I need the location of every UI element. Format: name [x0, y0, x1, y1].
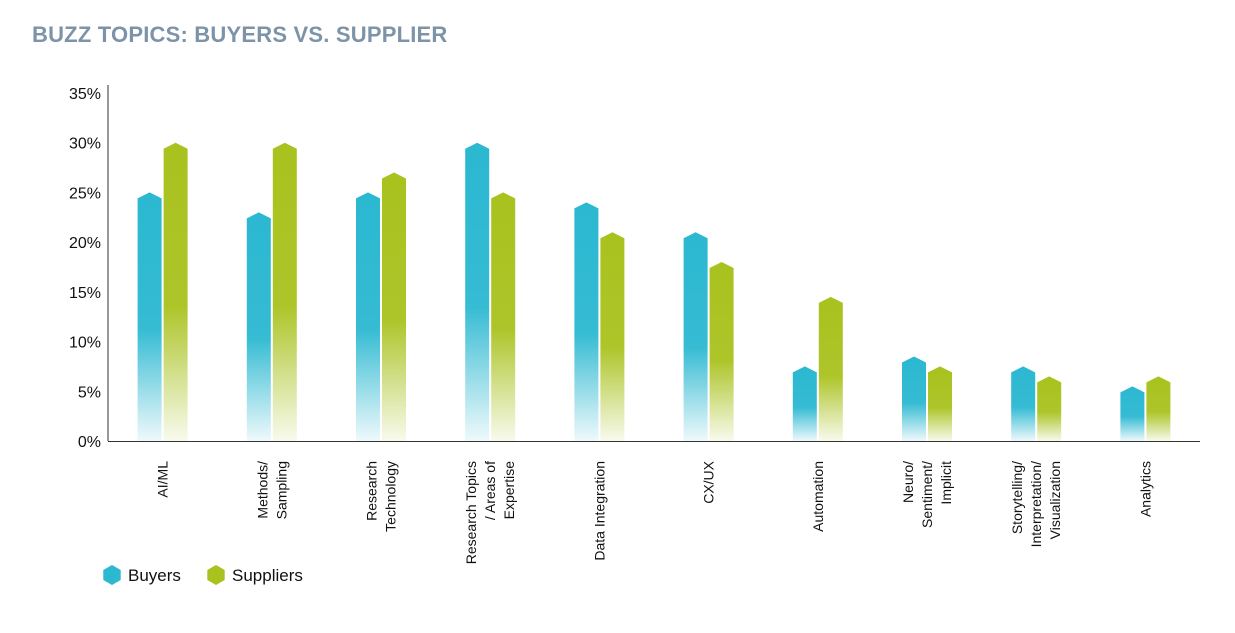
bar-suppliers — [928, 366, 952, 441]
svg-text:Sampling: Sampling — [273, 461, 289, 519]
bar-suppliers — [272, 142, 297, 441]
y-tick-label: 15% — [69, 285, 101, 302]
bar-suppliers — [818, 296, 843, 441]
bar-suppliers — [163, 142, 188, 441]
bar-buyers — [1120, 386, 1145, 441]
category-label: Methods/Sampling — [254, 461, 289, 519]
category-label: Storytelling/Interpretation/Visualizatio… — [1009, 461, 1063, 547]
svg-text:Interpretation/: Interpretation/ — [1028, 461, 1044, 547]
bar-buyers — [356, 192, 380, 441]
bar-buyers — [902, 356, 926, 441]
category-label: Data Integration — [591, 461, 607, 561]
svg-text:Methods/: Methods/ — [254, 461, 270, 519]
svg-text:Neuro/: Neuro/ — [900, 461, 916, 503]
category-label: CX/UX — [701, 460, 717, 503]
category-label: Neuro/Sentiment/Implicit — [900, 461, 954, 528]
bar-buyers — [1011, 366, 1036, 441]
bar-buyers — [792, 366, 817, 441]
category-label: Analytics — [1137, 461, 1153, 517]
svg-text:Analytics: Analytics — [1137, 461, 1153, 517]
category-label: AI/ML — [155, 461, 171, 498]
y-tick-label: 5% — [78, 384, 101, 401]
bar-suppliers — [1037, 376, 1062, 441]
legend-label-suppliers: Suppliers — [232, 566, 303, 585]
legend-swatch-suppliers — [207, 565, 225, 585]
legend-label-buyers: Buyers — [128, 566, 181, 585]
legend-swatch-buyers — [103, 565, 121, 585]
bar-suppliers — [1146, 376, 1171, 441]
svg-text:Sentiment/: Sentiment/ — [919, 461, 935, 528]
bar-buyers — [683, 232, 708, 441]
bar-suppliers — [600, 232, 625, 441]
svg-text:Implicit: Implicit — [938, 461, 954, 505]
y-tick-label: 0% — [78, 434, 101, 451]
category-label: Research Topics / Areas of Expertise — [463, 461, 517, 564]
category-label: Research Technology — [364, 461, 399, 532]
svg-text:Technology: Technology — [383, 461, 399, 532]
bar-suppliers — [382, 172, 406, 442]
svg-text:Automation: Automation — [810, 461, 826, 532]
svg-text:Visualization: Visualization — [1047, 461, 1063, 539]
bar-buyers — [246, 212, 271, 441]
y-tick-label: 30% — [69, 136, 101, 153]
svg-text:AI/ML: AI/ML — [155, 461, 171, 498]
y-tick-label: 10% — [69, 335, 101, 352]
svg-text:/ Areas of: / Areas of — [482, 461, 498, 520]
bar-buyers — [465, 142, 490, 441]
svg-text:Research: Research — [364, 461, 380, 521]
svg-text:Storytelling/: Storytelling/ — [1009, 461, 1025, 534]
bar-buyers — [574, 202, 599, 441]
y-tick-label: 20% — [69, 235, 101, 252]
bar-suppliers — [491, 192, 516, 441]
chart-title: BUZZ TOPICS: BUYERS VS. SUPPLIER — [32, 22, 448, 47]
svg-text:Expertise: Expertise — [501, 461, 517, 520]
bar-buyers — [137, 192, 162, 441]
bar-suppliers — [709, 262, 734, 441]
svg-text:Research Topics: Research Topics — [463, 461, 479, 564]
svg-text:Data Integration: Data Integration — [591, 461, 607, 561]
category-label: Automation — [810, 461, 826, 532]
y-tick-label: 25% — [69, 185, 101, 202]
svg-text:CX/UX: CX/UX — [701, 460, 717, 503]
y-tick-label: 35% — [69, 86, 101, 103]
